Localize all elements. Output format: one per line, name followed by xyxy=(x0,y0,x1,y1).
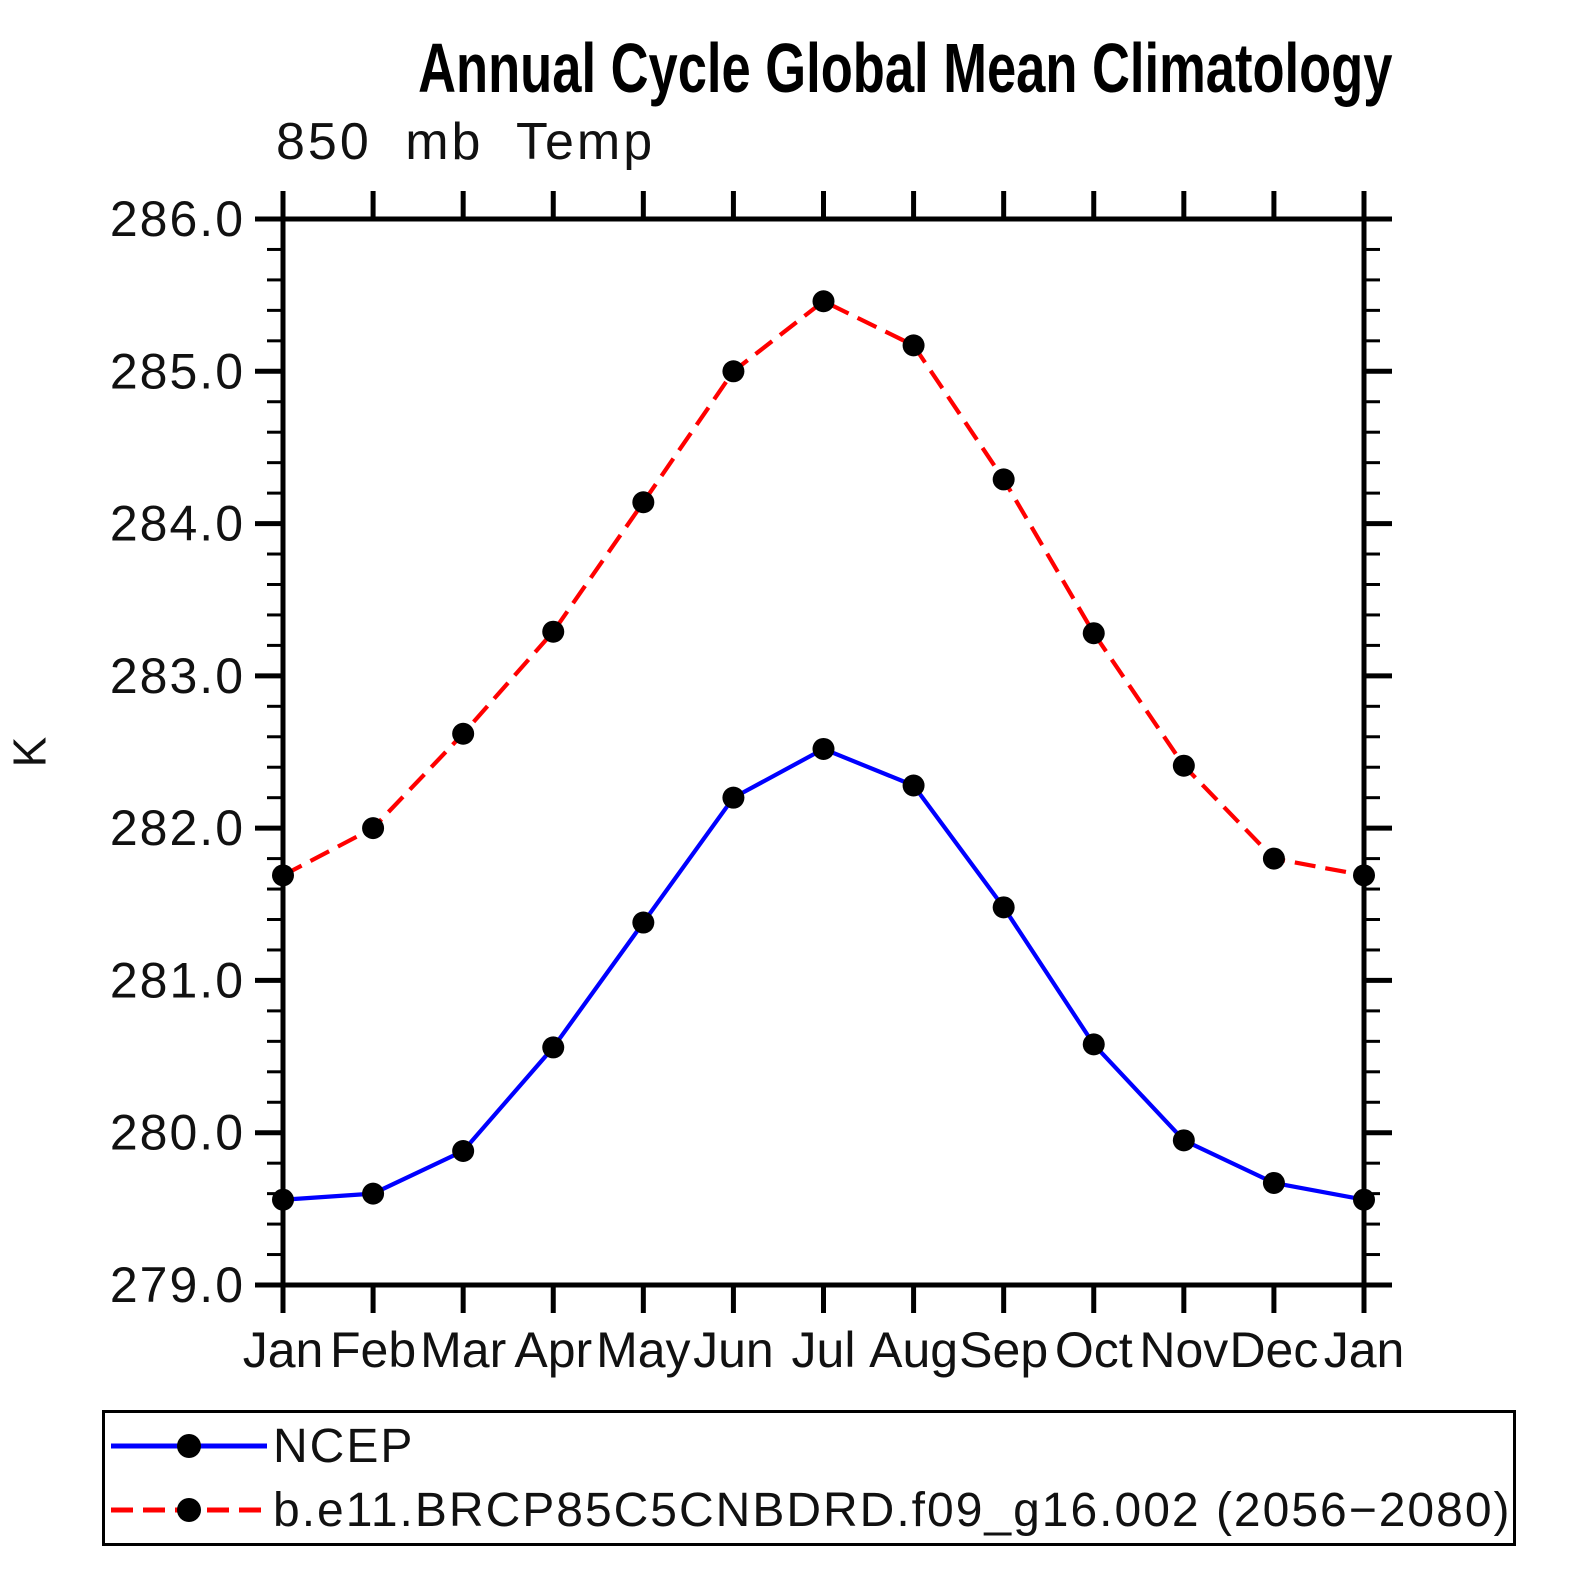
x-tick-label: Jul xyxy=(792,1322,856,1378)
data-point-marker xyxy=(902,774,925,797)
legend-row-model: b.e11.BRCP85C5CNBDRD.f09_g16.002 (2056−2… xyxy=(109,1478,1513,1542)
data-point-marker xyxy=(272,1188,294,1211)
legend-swatch-model xyxy=(111,1498,267,1522)
y-tick-label: 283.0 xyxy=(110,648,245,704)
data-point-marker xyxy=(1262,847,1285,870)
data-point-marker xyxy=(1082,1033,1105,1056)
data-point-marker xyxy=(812,290,835,313)
data-point-marker xyxy=(1082,622,1105,645)
y-tick-label: 281.0 xyxy=(110,952,245,1008)
legend-label-model: b.e11.BRCP85C5CNBDRD.f09_g16.002 (2056−2… xyxy=(273,1483,1512,1537)
legend-marker-sample xyxy=(177,1434,201,1458)
x-tick-label: Oct xyxy=(1055,1322,1133,1378)
data-point-marker xyxy=(1353,864,1375,887)
data-point-marker xyxy=(452,722,475,745)
data-point-marker xyxy=(632,491,655,514)
y-tick-label: 282.0 xyxy=(110,800,245,856)
data-point-marker xyxy=(452,1139,475,1162)
x-tick-label: Nov xyxy=(1139,1322,1228,1378)
x-tick-label: Feb xyxy=(330,1322,416,1378)
data-point-marker xyxy=(1172,754,1195,777)
data-point-marker xyxy=(362,1182,385,1205)
data-point-marker xyxy=(992,896,1015,919)
data-point-marker xyxy=(1172,1129,1195,1152)
data-point-marker xyxy=(1353,1188,1375,1211)
legend-box: NCEP b.e11.BRCP85C5CNBDRD.f09_g16.002 (2… xyxy=(102,1410,1516,1546)
y-tick-label: 284.0 xyxy=(110,496,245,552)
legend-row-ncep: NCEP xyxy=(109,1414,1513,1478)
y-tick-label: 279.0 xyxy=(110,1257,245,1313)
x-tick-label: Jun xyxy=(693,1322,774,1378)
x-tick-label: Mar xyxy=(420,1322,506,1378)
data-point-marker xyxy=(1262,1171,1285,1194)
x-tick-label: Jan xyxy=(243,1322,324,1378)
data-point-marker xyxy=(722,786,745,809)
chart-subtitle: 850 mb Temp xyxy=(276,113,656,171)
data-point-marker xyxy=(632,911,655,934)
x-tick-label: Sep xyxy=(959,1322,1048,1378)
model-line xyxy=(282,299,1365,878)
x-tick-label: May xyxy=(596,1322,690,1378)
data-point-marker xyxy=(542,620,565,643)
x-tick-label: Dec xyxy=(1229,1322,1318,1378)
data-point-marker xyxy=(722,360,745,383)
x-tick-label: Jan xyxy=(1324,1322,1405,1378)
y-tick-label: 285.0 xyxy=(110,343,245,399)
data-point-marker xyxy=(542,1036,565,1059)
data-point-marker xyxy=(902,334,925,357)
y-tick-label: 286.0 xyxy=(110,191,245,247)
data-point-marker xyxy=(362,817,385,840)
x-tick-label: Apr xyxy=(514,1322,592,1378)
legend-marker-sample xyxy=(177,1498,201,1522)
x-tick-label: Aug xyxy=(869,1322,958,1378)
legend-label-ncep: NCEP xyxy=(273,1419,415,1473)
data-point-marker xyxy=(812,737,835,760)
data-point-marker xyxy=(992,468,1015,491)
y-tick-label: 280.0 xyxy=(110,1105,245,1161)
legend-swatch-ncep xyxy=(111,1434,267,1458)
data-point-marker xyxy=(272,864,294,887)
ncep-line xyxy=(282,746,1365,1202)
